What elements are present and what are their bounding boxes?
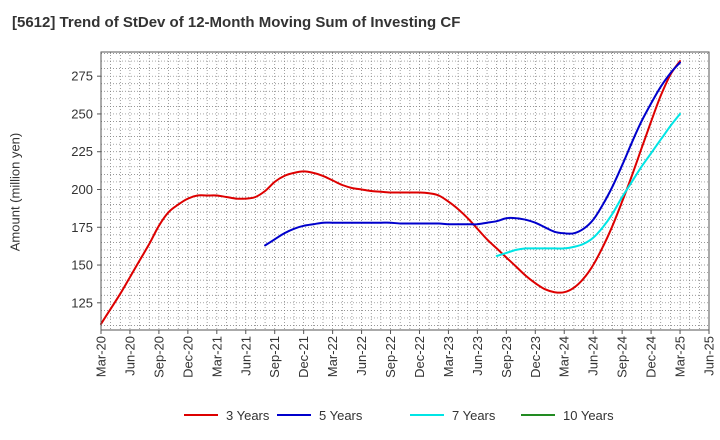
y-tick-label: 150 <box>71 258 93 273</box>
y-tick-label: 200 <box>71 182 93 197</box>
x-tick-label: Sep-24 <box>615 336 630 378</box>
legend-swatch <box>184 414 218 416</box>
legend-item-10-years: 10 Years <box>521 404 614 426</box>
legend-label: 5 Years <box>319 407 363 423</box>
x-tick-label: Sep-22 <box>383 336 398 378</box>
y-tick-label: 125 <box>71 295 93 310</box>
series-line-7-years <box>495 112 681 257</box>
legend-swatch <box>277 414 311 416</box>
series-line-3-years <box>100 60 681 325</box>
x-tick-label: Dec-24 <box>644 336 659 378</box>
y-tick-label: 275 <box>71 69 93 84</box>
x-tick-label: Mar-25 <box>673 336 688 377</box>
x-tick-label: Dec-21 <box>296 336 311 378</box>
x-tick-label: Dec-22 <box>412 336 427 378</box>
legend-item-5-years: 5 Years <box>277 404 362 426</box>
y-tick-label: 250 <box>71 106 93 121</box>
legend-item-7-years: 7 Years <box>410 404 495 426</box>
x-tick-label: Mar-24 <box>557 336 572 377</box>
legend: 3 Years 5 Years 7 Years 10 Years <box>0 404 720 426</box>
x-tick-label: Mar-23 <box>441 336 456 377</box>
x-tick-labels: Mar-20 Jun-20 Sep-20 Dec-20 Mar-21 Jun-21 Sep-… <box>94 330 717 378</box>
x-tick-label: Sep-20 <box>151 336 166 378</box>
x-tick-label: Sep-23 <box>499 336 514 378</box>
x-tick-label: Jun-24 <box>586 336 601 376</box>
x-tick-label: Jun-23 <box>470 336 485 376</box>
x-tick-label: Jun-20 <box>122 336 137 376</box>
legend-label: 7 Years <box>452 407 496 423</box>
y-tick-labels: 125 150 175 200 225 250 275 <box>71 69 101 310</box>
x-tick-label: Jun-25 <box>702 336 717 376</box>
legend-label: 10 Years <box>563 407 614 423</box>
x-tick-label: Dec-20 <box>180 336 195 378</box>
x-tick-label: Dec-23 <box>528 336 543 378</box>
legend-swatch <box>410 414 444 416</box>
series-lines <box>100 60 681 325</box>
grid-lines <box>101 52 709 330</box>
chart-title: [5612] Trend of StDev of 12-Month Moving… <box>12 14 461 31</box>
x-tick-label: Jun-21 <box>238 336 253 376</box>
x-tick-label: Mar-21 <box>209 336 224 377</box>
x-tick-label: Jun-22 <box>354 336 369 376</box>
x-tick-label: Mar-22 <box>325 336 340 377</box>
legend-item-3-years: 3 Years <box>184 404 269 426</box>
plot-frame <box>100 51 710 331</box>
y-tick-label: 225 <box>71 144 93 159</box>
x-tick-label: Mar-20 <box>94 336 109 377</box>
x-tick-label: Sep-21 <box>267 336 282 378</box>
y-tick-label: 175 <box>71 220 93 235</box>
legend-label: 3 Years <box>226 407 270 423</box>
legend-swatch <box>521 414 555 416</box>
series-line-5-years <box>264 61 681 247</box>
